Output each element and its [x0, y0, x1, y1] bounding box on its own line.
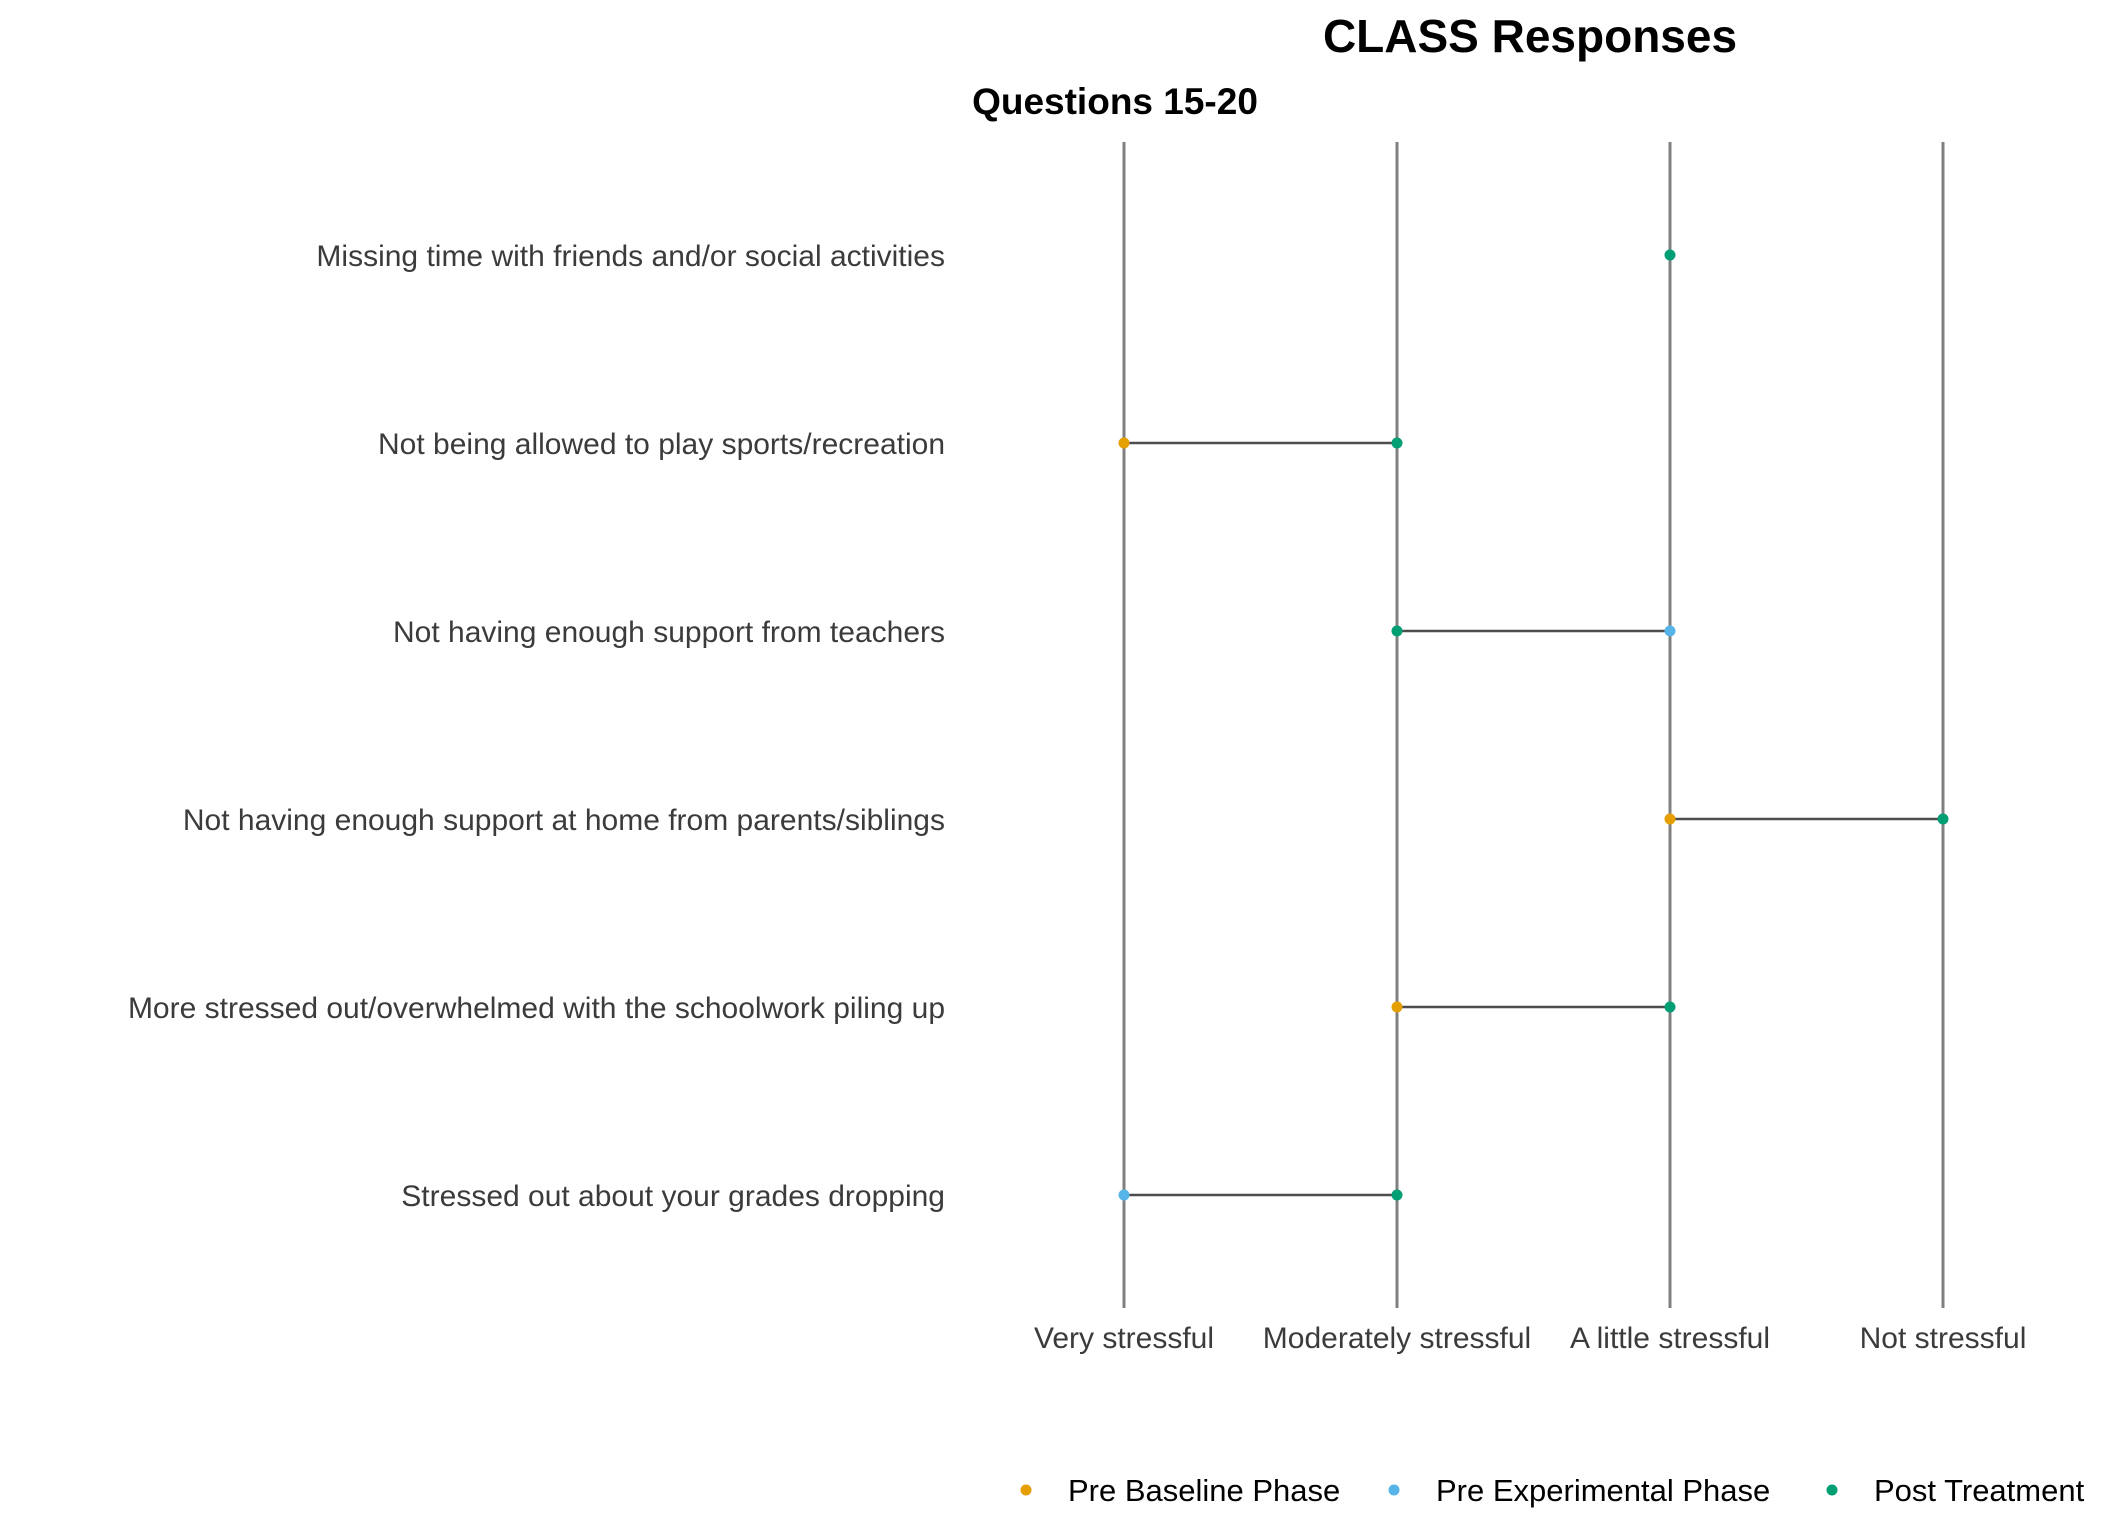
legend-marker-pre-baseline-phase	[1020, 1484, 1032, 1496]
legend-label: Pre Experimental Phase	[1436, 1473, 1770, 1508]
point-post-treatment	[1664, 249, 1676, 261]
gridlines	[1122, 142, 1945, 1308]
point-pre-baseline-phase	[1664, 813, 1676, 825]
y-tick-label: More stressed out/overwhelmed with the s…	[128, 992, 945, 1025]
legend-marker-pre-experimental-phase	[1388, 1484, 1400, 1496]
chart-title: CLASS Responses	[1323, 10, 1737, 62]
connector-lines	[1124, 441, 1943, 1197]
y-tick-label: Stressed out about your grades dropping	[401, 1180, 945, 1213]
y-tick-label: Not being allowed to play sports/recreat…	[378, 428, 945, 461]
point-pre-baseline-phase	[1391, 1001, 1403, 1013]
legend-label: Post Treatment	[1874, 1473, 2085, 1508]
point-post-treatment	[1391, 625, 1403, 637]
x-axis-labels: Very stressful Moderately stressful A litt…	[1034, 1322, 2026, 1355]
x-tick-label: Very stressful	[1034, 1322, 1214, 1355]
y-tick-label: Not having enough support from teachers	[393, 616, 945, 649]
point-post-treatment	[1937, 813, 1949, 825]
data-points	[1118, 249, 1949, 1201]
y-tick-label: Not having enough support at home from p…	[183, 804, 945, 837]
point-post-treatment	[1664, 1001, 1676, 1013]
chart-subtitle: Questions 15-20	[972, 81, 1258, 122]
y-axis-labels: Missing time with friends and/or social …	[128, 240, 945, 1213]
point-post-treatment	[1391, 1189, 1403, 1201]
x-tick-label: Not stressful	[1860, 1322, 2027, 1355]
point-pre-experimental-phase	[1118, 1189, 1130, 1201]
x-tick-label: A little stressful	[1570, 1322, 1770, 1355]
legend: Pre Baseline Phase Pre Experimental Phase…	[1020, 1473, 2085, 1508]
x-tick-label: Moderately stressful	[1263, 1322, 1531, 1355]
point-pre-experimental-phase	[1664, 625, 1676, 637]
y-tick-label: Missing time with friends and/or social …	[316, 240, 945, 273]
legend-label: Pre Baseline Phase	[1068, 1473, 1340, 1508]
legend-marker-post-treatment	[1826, 1484, 1838, 1496]
point-pre-baseline-phase	[1118, 437, 1130, 449]
point-post-treatment	[1391, 437, 1403, 449]
